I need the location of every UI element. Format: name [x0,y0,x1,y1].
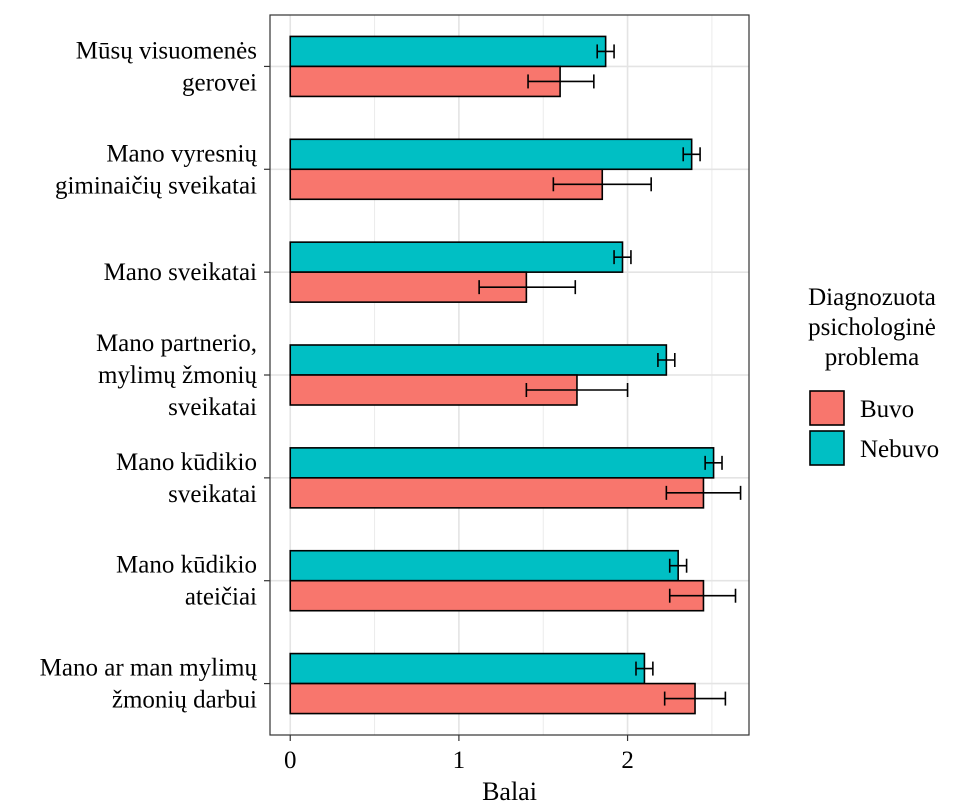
bar-buvo [289,65,561,98]
y-tick-label-line: ateičiai [185,584,257,611]
y-tick-label-line: sveikatai [168,394,257,421]
error-bar [663,691,727,706]
x-tick-label: 1 [453,747,466,774]
y-tick-label: Mano vyresnių giminaičių sveikatai [55,140,258,199]
y-tick-label: Mano kūdikio ateičiai [116,552,257,611]
y-tick-label-line: Mūsų visuomenės [76,37,257,64]
error-bar [527,74,595,89]
error-bar [613,250,632,265]
legend-title-line: psichologinė [808,314,936,341]
legend-title: Diagnozuota psichologinė problema [808,284,936,371]
y-tick-label-line: gerovei [182,69,257,96]
y-tick-label-line: Mano ar man mylimų [40,655,258,682]
legend-item: Buvo [808,389,914,427]
y-tick-label-line: giminaičių sveikatai [55,172,257,199]
legend-item: Nebuvo [808,429,939,467]
error-bar [596,44,615,59]
legend: Diagnozuota psichologinė problema Buvo Nebuv… [808,284,939,467]
bar-buvo [289,579,705,612]
y-tick-label: Mano kūdikio sveikatai [116,449,257,508]
error-bar [668,588,737,603]
y-tick-label-line: Mano sveikatai [104,259,257,286]
y-tick-label: Mūsų visuomenės gerovei [76,37,257,96]
y-tick-label-line: Mano kūdikio [116,449,257,476]
legend-key [809,430,845,466]
y-tick-label: Mano partnerio, mylimų žmonių sveikatai [96,330,258,421]
bar-nebuvo [289,344,668,376]
y-tick-label-line: Mano partnerio, [96,330,257,357]
x-axis: 0 1 2 [284,735,634,774]
bar-buvo [289,477,705,509]
legend-label: Nebuvo [860,436,939,463]
error-bars [478,44,742,706]
bar-nebuvo [289,138,693,171]
bar-nebuvo [289,652,646,685]
bar-nebuvo [289,35,607,68]
x-axis-title: Balai [482,777,537,806]
error-bar [478,280,577,295]
bar-nebuvo [289,241,624,273]
y-tick-label-line: žmonių darbui [112,687,257,714]
y-tick-label-line: sveikatai [168,481,257,508]
y-tick-label: Mano ar man mylimų žmonių darbui [40,655,258,714]
bars [289,35,715,715]
y-tick-label-line: Mano vyresnių [106,140,257,167]
error-bar [525,383,629,397]
y-tick-label-line: Mano kūdikio [116,552,257,579]
legend-title-line: problema [825,344,919,371]
error-bar [657,353,676,367]
error-bar [682,147,701,162]
error-bar [704,455,723,470]
y-tick-label: Mano sveikatai [104,259,257,286]
error-bar [665,485,742,500]
legend-title-line: Diagnozuota [808,284,936,311]
bar-nebuvo [289,549,679,582]
error-bar [635,661,654,676]
bar-nebuvo [289,447,715,479]
x-tick-label: 2 [621,747,634,774]
bar-buvo [289,682,696,715]
y-axis: Mūsų visuomenės gerovei Mano vyresnių gimin… [40,37,270,714]
legend-label: Buvo [860,396,914,423]
y-tick-label-line: mylimų žmonių [98,362,258,389]
legend-key [809,390,845,426]
x-tick-label: 0 [284,747,297,774]
error-bar [552,177,652,192]
error-bar [668,558,688,573]
